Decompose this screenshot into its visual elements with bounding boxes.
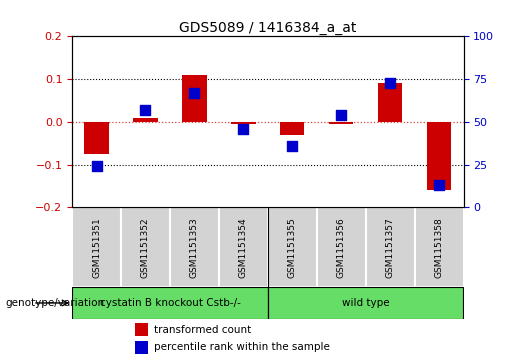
- Text: GSM1151355: GSM1151355: [288, 217, 297, 278]
- Bar: [415, 207, 464, 287]
- Text: GSM1151358: GSM1151358: [435, 217, 443, 278]
- Text: GSM1151353: GSM1151353: [190, 217, 199, 278]
- Bar: [280, 122, 304, 135]
- Bar: [135, 323, 148, 337]
- Bar: [135, 340, 148, 354]
- Bar: [268, 287, 464, 319]
- Point: [288, 143, 297, 149]
- Text: GSM1151357: GSM1151357: [386, 217, 394, 278]
- Bar: [84, 122, 109, 154]
- Bar: [231, 122, 255, 124]
- Text: genotype/variation: genotype/variation: [5, 298, 104, 308]
- Text: percentile rank within the sample: percentile rank within the sample: [154, 342, 330, 352]
- Point: [337, 112, 345, 118]
- Text: GSM1151352: GSM1151352: [141, 217, 150, 278]
- Point: [141, 107, 150, 113]
- Point: [386, 79, 394, 85]
- Point: [239, 126, 247, 132]
- Point: [435, 182, 443, 188]
- Bar: [366, 207, 415, 287]
- Point: [190, 90, 198, 96]
- Bar: [378, 83, 402, 122]
- Bar: [170, 207, 219, 287]
- Text: GSM1151356: GSM1151356: [337, 217, 346, 278]
- Bar: [121, 207, 170, 287]
- Bar: [182, 75, 207, 122]
- Bar: [268, 207, 317, 287]
- Bar: [72, 207, 121, 287]
- Bar: [427, 122, 451, 190]
- Bar: [72, 287, 268, 319]
- Point: [93, 163, 101, 169]
- Text: wild type: wild type: [342, 298, 389, 308]
- Bar: [133, 118, 158, 122]
- Bar: [329, 122, 353, 124]
- Bar: [317, 207, 366, 287]
- Title: GDS5089 / 1416384_a_at: GDS5089 / 1416384_a_at: [179, 21, 356, 35]
- Text: transformed count: transformed count: [154, 325, 251, 335]
- Bar: [219, 207, 268, 287]
- Text: GSM1151351: GSM1151351: [92, 217, 101, 278]
- Text: GSM1151354: GSM1151354: [239, 217, 248, 278]
- Text: cystatin B knockout Cstb-/-: cystatin B knockout Cstb-/-: [99, 298, 241, 308]
